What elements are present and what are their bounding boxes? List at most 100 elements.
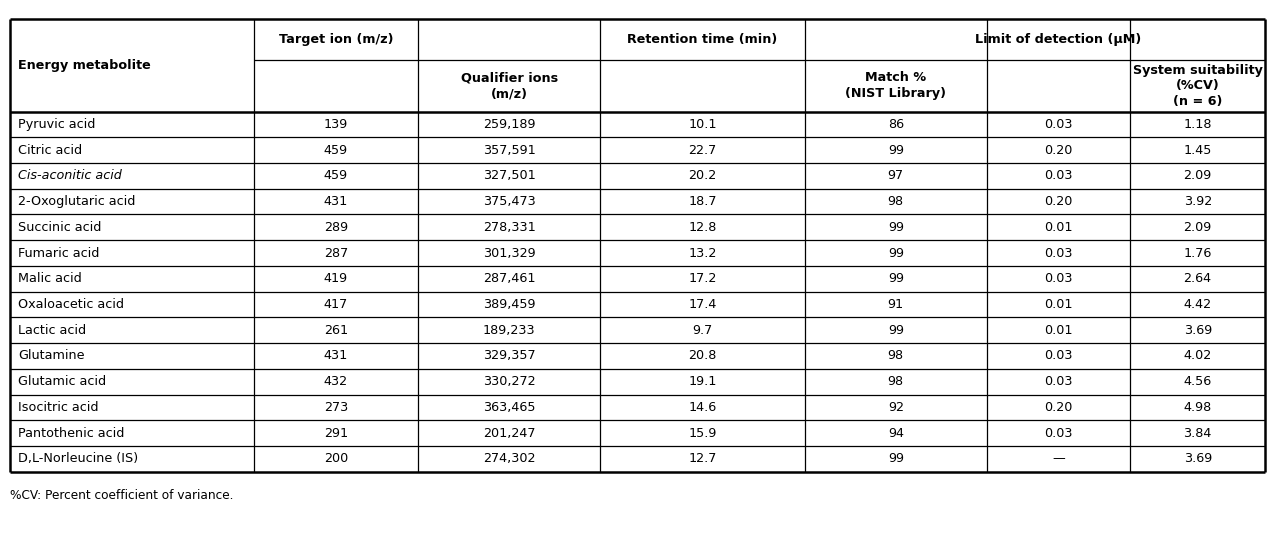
Text: Isocitric acid: Isocitric acid bbox=[18, 401, 98, 414]
Text: 14.6: 14.6 bbox=[689, 401, 716, 414]
Text: 98: 98 bbox=[888, 350, 904, 362]
Text: Target ion (m/z): Target ion (m/z) bbox=[279, 33, 393, 46]
Text: 3.69: 3.69 bbox=[1183, 453, 1212, 465]
Text: Qualifier ions
(m/z): Qualifier ions (m/z) bbox=[460, 71, 558, 100]
Text: 17.2: 17.2 bbox=[689, 272, 716, 285]
Text: 432: 432 bbox=[323, 375, 347, 388]
Text: 419: 419 bbox=[323, 272, 347, 285]
Text: 0.03: 0.03 bbox=[1044, 426, 1073, 440]
Text: D,L-Norleucine (IS): D,L-Norleucine (IS) bbox=[18, 453, 138, 465]
Text: 91: 91 bbox=[888, 298, 904, 311]
Text: 0.01: 0.01 bbox=[1044, 221, 1073, 234]
Text: Retention time (min): Retention time (min) bbox=[628, 33, 777, 46]
Text: Citric acid: Citric acid bbox=[18, 143, 82, 157]
Text: 13.2: 13.2 bbox=[689, 247, 716, 260]
Text: Limit of detection (μM): Limit of detection (μM) bbox=[975, 33, 1141, 46]
Text: 3.69: 3.69 bbox=[1183, 324, 1212, 337]
Text: 417: 417 bbox=[323, 298, 347, 311]
Text: 273: 273 bbox=[323, 401, 347, 414]
Text: 4.56: 4.56 bbox=[1183, 375, 1212, 388]
Text: 1.18: 1.18 bbox=[1183, 118, 1212, 131]
Text: 17.4: 17.4 bbox=[689, 298, 716, 311]
Text: 0.03: 0.03 bbox=[1044, 272, 1073, 285]
Text: Malic acid: Malic acid bbox=[18, 272, 81, 285]
Text: 3.84: 3.84 bbox=[1183, 426, 1212, 440]
Text: 201,247: 201,247 bbox=[483, 426, 535, 440]
Text: 2.64: 2.64 bbox=[1183, 272, 1212, 285]
Text: 92: 92 bbox=[888, 401, 904, 414]
Text: 389,459: 389,459 bbox=[483, 298, 535, 311]
Text: System suitability
(%CV)
(n = 6): System suitability (%CV) (n = 6) bbox=[1132, 63, 1263, 108]
Text: 327,501: 327,501 bbox=[483, 169, 535, 182]
Text: Succinic acid: Succinic acid bbox=[18, 221, 101, 234]
Text: 274,302: 274,302 bbox=[483, 453, 535, 465]
Text: 1.45: 1.45 bbox=[1183, 143, 1212, 157]
Text: Lactic acid: Lactic acid bbox=[18, 324, 86, 337]
Text: Pantothenic acid: Pantothenic acid bbox=[18, 426, 124, 440]
Text: Fumaric acid: Fumaric acid bbox=[18, 247, 99, 260]
Text: 99: 99 bbox=[888, 143, 904, 157]
Text: 15.9: 15.9 bbox=[689, 426, 716, 440]
Text: 97: 97 bbox=[888, 169, 904, 182]
Text: 301,329: 301,329 bbox=[483, 247, 535, 260]
Text: 0.03: 0.03 bbox=[1044, 169, 1073, 182]
Text: 20.8: 20.8 bbox=[689, 350, 716, 362]
Text: 2.09: 2.09 bbox=[1183, 221, 1212, 234]
Text: —: — bbox=[1052, 453, 1065, 465]
Text: 459: 459 bbox=[323, 169, 347, 182]
Text: 94: 94 bbox=[888, 426, 904, 440]
Text: 363,465: 363,465 bbox=[483, 401, 535, 414]
Text: 1.76: 1.76 bbox=[1183, 247, 1212, 260]
Text: 98: 98 bbox=[888, 195, 904, 208]
Text: 18.7: 18.7 bbox=[689, 195, 716, 208]
Text: 139: 139 bbox=[323, 118, 347, 131]
Text: 357,591: 357,591 bbox=[483, 143, 535, 157]
Text: 9.7: 9.7 bbox=[692, 324, 713, 337]
Text: 459: 459 bbox=[323, 143, 347, 157]
Text: 329,357: 329,357 bbox=[483, 350, 535, 362]
Text: 431: 431 bbox=[323, 350, 347, 362]
Text: 291: 291 bbox=[323, 426, 347, 440]
Text: 330,272: 330,272 bbox=[483, 375, 535, 388]
Text: 99: 99 bbox=[888, 453, 904, 465]
Text: Glutamic acid: Glutamic acid bbox=[18, 375, 105, 388]
Text: 19.1: 19.1 bbox=[689, 375, 716, 388]
Text: 431: 431 bbox=[323, 195, 347, 208]
Text: Match %
(NIST Library): Match % (NIST Library) bbox=[846, 71, 946, 100]
Text: 0.03: 0.03 bbox=[1044, 247, 1073, 260]
Text: 10.1: 10.1 bbox=[689, 118, 716, 131]
Text: 0.01: 0.01 bbox=[1044, 324, 1073, 337]
Text: 289: 289 bbox=[323, 221, 347, 234]
Text: 98: 98 bbox=[888, 375, 904, 388]
Text: 99: 99 bbox=[888, 247, 904, 260]
Text: 99: 99 bbox=[888, 221, 904, 234]
Text: 261: 261 bbox=[323, 324, 347, 337]
Text: 4.42: 4.42 bbox=[1183, 298, 1212, 311]
Text: 0.03: 0.03 bbox=[1044, 350, 1073, 362]
Text: Pyruvic acid: Pyruvic acid bbox=[18, 118, 95, 131]
Text: 86: 86 bbox=[888, 118, 904, 131]
Text: 287: 287 bbox=[323, 247, 347, 260]
Text: 2-Oxoglutaric acid: 2-Oxoglutaric acid bbox=[18, 195, 136, 208]
Text: 259,189: 259,189 bbox=[483, 118, 535, 131]
Text: 0.20: 0.20 bbox=[1044, 143, 1073, 157]
Text: Cis-aconitic acid: Cis-aconitic acid bbox=[18, 169, 122, 182]
Text: 22.7: 22.7 bbox=[689, 143, 716, 157]
Text: 200: 200 bbox=[323, 453, 347, 465]
Text: 4.98: 4.98 bbox=[1183, 401, 1212, 414]
Text: 287,461: 287,461 bbox=[483, 272, 535, 285]
Text: 0.03: 0.03 bbox=[1044, 375, 1073, 388]
Text: 12.8: 12.8 bbox=[689, 221, 716, 234]
Text: 4.02: 4.02 bbox=[1183, 350, 1212, 362]
Text: 20.2: 20.2 bbox=[689, 169, 716, 182]
Text: 0.03: 0.03 bbox=[1044, 118, 1073, 131]
Text: 99: 99 bbox=[888, 324, 904, 337]
Text: 278,331: 278,331 bbox=[483, 221, 535, 234]
Text: Energy metabolite: Energy metabolite bbox=[18, 59, 151, 71]
Text: 3.92: 3.92 bbox=[1183, 195, 1212, 208]
Text: Glutamine: Glutamine bbox=[18, 350, 84, 362]
Text: 0.20: 0.20 bbox=[1044, 401, 1073, 414]
Text: %CV: Percent coefficient of variance.: %CV: Percent coefficient of variance. bbox=[10, 489, 233, 502]
Text: 0.20: 0.20 bbox=[1044, 195, 1073, 208]
Text: Oxaloacetic acid: Oxaloacetic acid bbox=[18, 298, 124, 311]
